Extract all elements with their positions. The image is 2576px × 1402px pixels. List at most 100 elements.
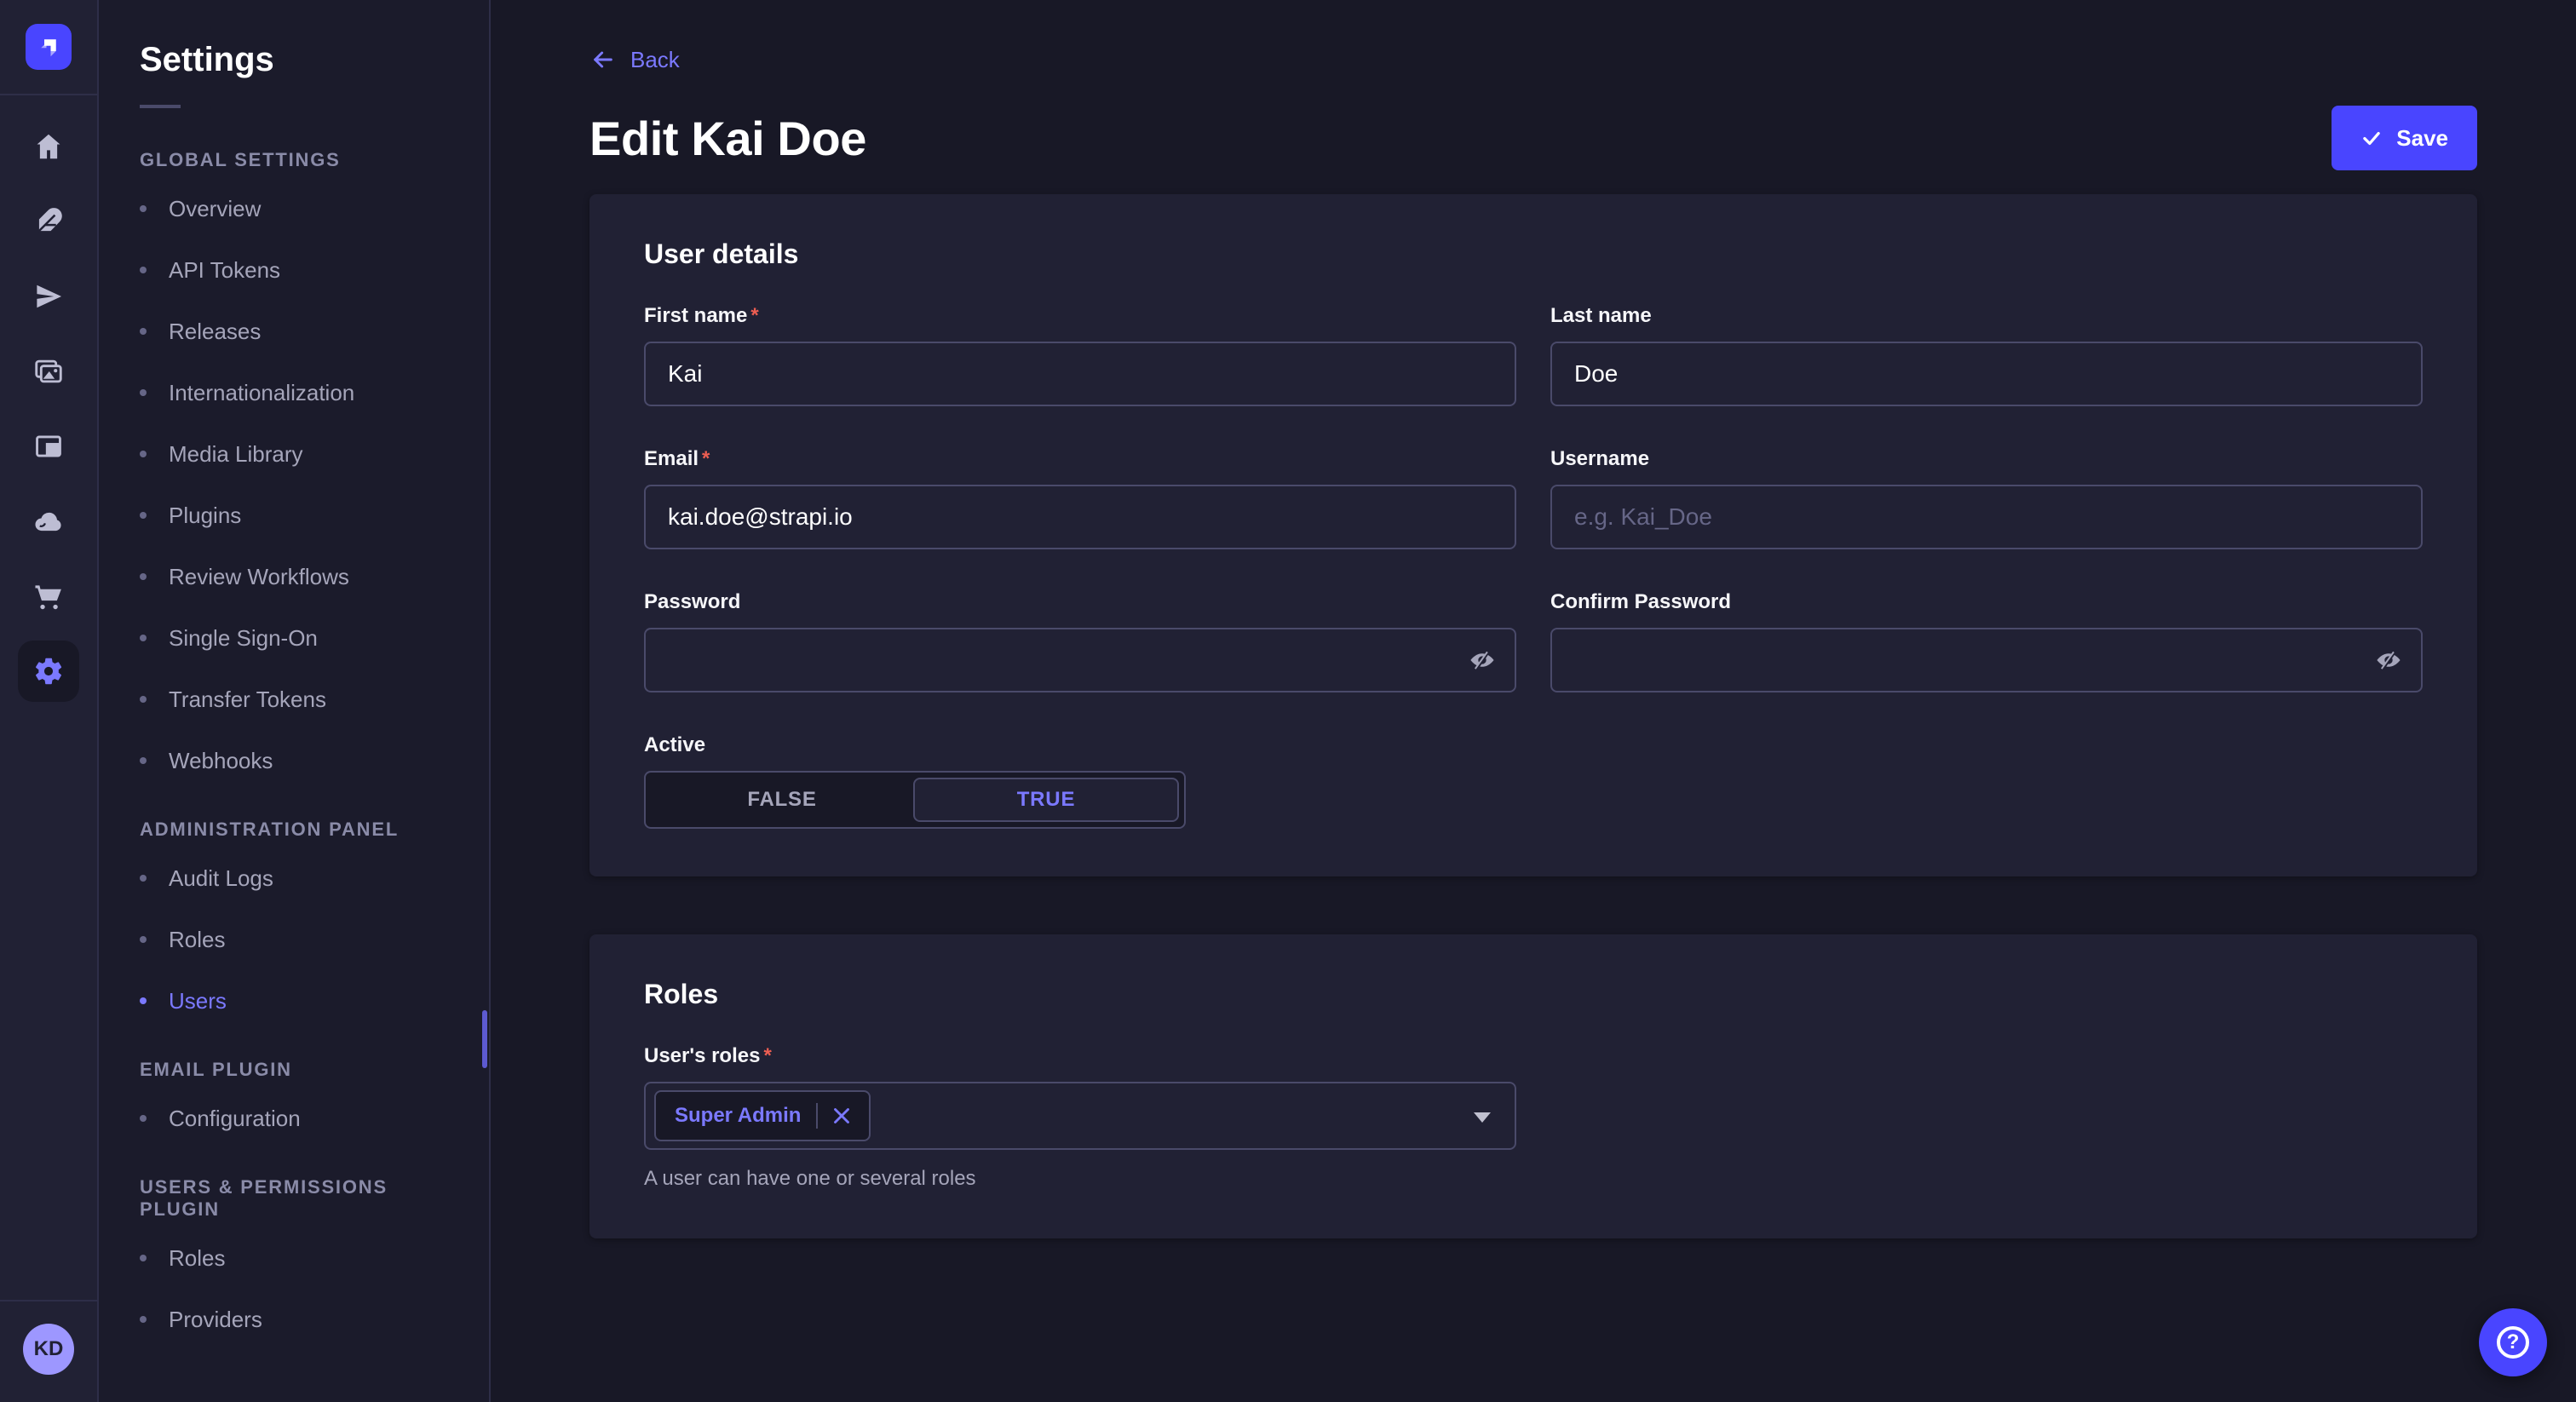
- content-manager-feather-icon[interactable]: [18, 191, 79, 252]
- users-roles-select[interactable]: Super Admin: [644, 1082, 1516, 1150]
- subnav-item-global-settings-releases[interactable]: Releases: [99, 301, 489, 362]
- rail-bottom: KD: [0, 1300, 98, 1402]
- subnav-item-global-settings-api-tokens[interactable]: API Tokens: [99, 239, 489, 301]
- subnav-item-global-settings-overview[interactable]: Overview: [99, 178, 489, 239]
- save-label: Save: [2396, 124, 2448, 151]
- roles-card: Roles User's roles * Super Admin A user c…: [589, 934, 2477, 1238]
- subnav-item-label: Plugins: [169, 502, 242, 528]
- username-input[interactable]: [1550, 485, 2423, 549]
- bullet-icon: [140, 205, 147, 212]
- subnav-scrollbar-thumb[interactable]: [482, 1010, 487, 1068]
- bullet-icon: [140, 451, 147, 457]
- settings-gear-icon[interactable]: [18, 641, 79, 702]
- rail-divider: [0, 94, 98, 95]
- subnav-item-label: Overview: [169, 195, 262, 221]
- email-input[interactable]: [644, 485, 1516, 549]
- eye-off-icon: [2377, 650, 2401, 670]
- user-avatar[interactable]: KD: [23, 1324, 74, 1375]
- subnav-item-label: Roles: [169, 926, 226, 952]
- subnav-item-global-settings-single-sign-on[interactable]: Single Sign-On: [99, 607, 489, 669]
- deploy-send-icon[interactable]: [18, 266, 79, 327]
- subnav-item-global-settings-internationalization[interactable]: Internationalization: [99, 362, 489, 423]
- subnav-item-users-permissions-plugin-providers[interactable]: Providers: [99, 1289, 489, 1350]
- subnav-item-label: Audit Logs: [169, 865, 273, 891]
- save-button[interactable]: Save: [2332, 106, 2477, 170]
- user-details-heading: User details: [644, 238, 799, 269]
- role-tag-super-admin[interactable]: Super Admin: [654, 1090, 871, 1141]
- roles-hint: A user can have one or several roles: [644, 1167, 976, 1190]
- subnav-item-label: API Tokens: [169, 256, 281, 283]
- required-asterisk: *: [702, 447, 710, 470]
- toggle-password-visibility-button[interactable]: [1455, 633, 1509, 687]
- bullet-icon: [140, 757, 147, 764]
- subnav-section-label: EMAIL PLUGIN: [140, 1059, 292, 1080]
- eye-off-icon: [1470, 650, 1494, 670]
- subnav-item-email-plugin-configuration[interactable]: Configuration: [99, 1088, 489, 1149]
- subnav-item-administration-panel-users[interactable]: Users: [99, 970, 489, 1031]
- confirm-password-field-group: Confirm Password: [1550, 590, 2423, 692]
- subnav-item-global-settings-transfer-tokens[interactable]: Transfer Tokens: [99, 669, 489, 730]
- subnav-item-administration-panel-audit-logs[interactable]: Audit Logs: [99, 848, 489, 909]
- subnav-item-label: Transfer Tokens: [169, 686, 326, 712]
- toggle-confirm-password-visibility-button[interactable]: [2361, 633, 2416, 687]
- password-label: Password: [644, 590, 741, 613]
- roles-heading: Roles: [644, 979, 719, 1009]
- active-toggle-true[interactable]: TRUE: [913, 778, 1179, 822]
- subnav-item-global-settings-review-workflows[interactable]: Review Workflows: [99, 546, 489, 607]
- bullet-icon: [140, 1115, 147, 1122]
- home-icon[interactable]: [18, 116, 79, 177]
- bullet-icon: [140, 696, 147, 703]
- remove-role-icon[interactable]: [833, 1107, 850, 1124]
- page-title: Edit Kai Doe: [589, 111, 867, 165]
- active-toggle-false[interactable]: FALSE: [651, 778, 913, 822]
- last-name-input[interactable]: [1550, 342, 2423, 406]
- subnav-item-label: Webhooks: [169, 747, 273, 773]
- first-name-input[interactable]: [644, 342, 1516, 406]
- subnav-item-label: Internationalization: [169, 379, 355, 405]
- rail-icons: [18, 116, 79, 702]
- main-nav-rail: KD: [0, 0, 99, 1402]
- required-asterisk: *: [763, 1044, 772, 1067]
- subnav-item-label: Providers: [169, 1306, 262, 1332]
- users-roles-label: User's roles *: [644, 1044, 772, 1067]
- help-icon: ?: [2497, 1326, 2529, 1359]
- back-link[interactable]: Back: [589, 46, 680, 73]
- strapi-logo[interactable]: [26, 24, 72, 70]
- required-asterisk: *: [750, 304, 759, 327]
- subnav-item-label: Roles: [169, 1244, 226, 1271]
- subnav-item-users-permissions-plugin-roles[interactable]: Roles: [99, 1227, 489, 1289]
- bullet-icon: [140, 936, 147, 943]
- password-input[interactable]: [644, 628, 1516, 692]
- confirm-password-label: Confirm Password: [1550, 590, 1732, 613]
- rail-divider: [0, 1300, 98, 1301]
- strapi-logo-icon: [41, 39, 56, 57]
- media-library-icon[interactable]: [18, 341, 79, 402]
- subnav-item-global-settings-webhooks[interactable]: Webhooks: [99, 730, 489, 791]
- bullet-icon: [140, 389, 147, 396]
- subnav-item-global-settings-media-library[interactable]: Media Library: [99, 423, 489, 485]
- email-field-group: Email *: [644, 447, 1516, 549]
- subnav-title-rule: [140, 105, 181, 108]
- subnav-section-administration-panel: ADMINISTRATION PANEL Audit Logs Roles Users: [99, 819, 489, 1031]
- subnav-item-administration-panel-roles[interactable]: Roles: [99, 909, 489, 970]
- username-field-group: Username: [1550, 447, 2423, 549]
- subnav-item-label: Review Workflows: [169, 563, 349, 589]
- cloud-icon[interactable]: [18, 491, 79, 552]
- main-content: Back Edit Kai Doe Save User details Firs…: [491, 0, 2576, 1402]
- chevron-down-icon: [1474, 1112, 1491, 1123]
- subnav-item-global-settings-plugins[interactable]: Plugins: [99, 485, 489, 546]
- username-label: Username: [1550, 447, 1650, 470]
- bullet-icon: [140, 267, 147, 273]
- help-button[interactable]: ?: [2479, 1308, 2547, 1376]
- bullet-icon: [140, 1316, 147, 1323]
- bullet-icon: [140, 512, 147, 519]
- marketplace-cart-icon[interactable]: [18, 566, 79, 627]
- first-name-field-group: First name *: [644, 304, 1516, 406]
- confirm-password-input[interactable]: [1550, 628, 2423, 692]
- subnav-section-users-permissions-plugin: USERS & PERMISSIONS PLUGIN Roles Providers: [99, 1176, 489, 1350]
- content-type-builder-layout-icon[interactable]: [18, 416, 79, 477]
- back-label: Back: [630, 46, 680, 72]
- subnav-item-label: Single Sign-On: [169, 624, 318, 651]
- subnav-item-label: Releases: [169, 318, 262, 344]
